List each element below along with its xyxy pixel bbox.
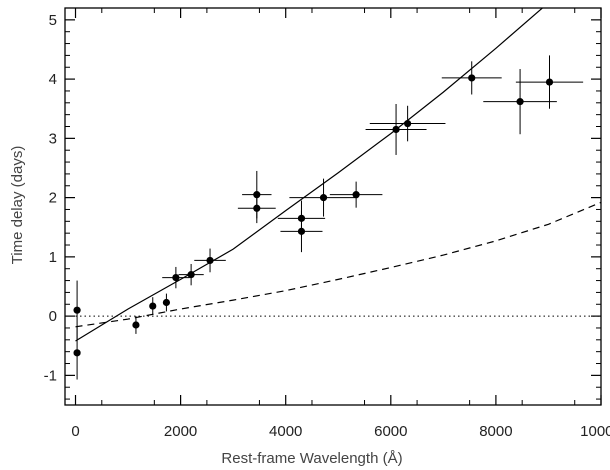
data-point <box>297 227 306 235</box>
data-point <box>352 191 360 199</box>
data-point <box>404 119 412 128</box>
x-tick-label: 0 <box>71 423 79 440</box>
x-tick-label: 6000 <box>374 423 407 440</box>
y-tick-label: 5 <box>49 12 57 29</box>
data-point <box>392 125 400 134</box>
data-point <box>206 256 214 265</box>
data-point <box>162 298 171 307</box>
data-point <box>253 204 261 212</box>
y-tick-label: -1 <box>44 367 57 384</box>
axes-layer: 0 2000 4000 6000 8000 10000 -1 0 1 2 3 4 5 <box>44 7 610 440</box>
data-point <box>172 274 180 282</box>
y-tick-label: 2 <box>49 190 57 207</box>
data-point <box>132 321 140 329</box>
curve-layer <box>75 8 601 342</box>
data-point <box>545 78 554 86</box>
model-curve-solid <box>75 8 544 342</box>
y-tick-label: 3 <box>49 130 57 147</box>
data-point <box>73 349 81 357</box>
y-axis-title: Time delay (days) <box>9 146 26 265</box>
y-tick-label: 0 <box>49 308 57 325</box>
x-tick-label: 8000 <box>479 423 512 440</box>
x-tick-label: 2000 <box>164 423 197 440</box>
data-point <box>187 271 195 279</box>
x-tick-label: 10000 <box>580 423 610 440</box>
data-point <box>468 74 476 82</box>
model-curve-dashed <box>75 201 601 328</box>
data-point <box>73 306 81 314</box>
y-tick-label: 4 <box>49 71 57 88</box>
data-point <box>319 194 328 202</box>
plot-frame <box>64 7 602 406</box>
data-point <box>516 98 524 106</box>
y-tick-label: 1 <box>49 249 57 266</box>
data-point <box>149 302 157 310</box>
x-tick-label: 4000 <box>269 423 302 440</box>
x-axis-title: Rest-frame Wavelength (Å) <box>221 450 402 467</box>
data-points-layer <box>73 55 584 380</box>
